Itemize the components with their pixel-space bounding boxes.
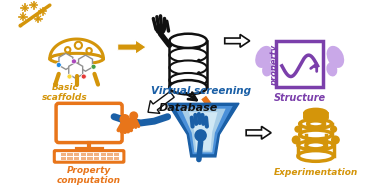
Polygon shape <box>79 55 93 71</box>
Ellipse shape <box>306 131 325 138</box>
FancyBboxPatch shape <box>60 157 66 160</box>
Polygon shape <box>118 40 146 54</box>
Ellipse shape <box>300 130 332 139</box>
FancyBboxPatch shape <box>67 153 73 156</box>
FancyBboxPatch shape <box>60 153 66 156</box>
Circle shape <box>91 64 96 69</box>
Ellipse shape <box>308 114 324 120</box>
Ellipse shape <box>304 112 327 121</box>
FancyBboxPatch shape <box>74 157 79 160</box>
FancyBboxPatch shape <box>87 157 93 160</box>
FancyBboxPatch shape <box>54 151 124 162</box>
Text: Virtual screening: Virtual screening <box>151 86 251 96</box>
FancyBboxPatch shape <box>101 153 106 156</box>
Polygon shape <box>167 103 239 157</box>
Polygon shape <box>148 92 174 113</box>
FancyBboxPatch shape <box>107 153 113 156</box>
Polygon shape <box>246 126 271 139</box>
Ellipse shape <box>169 48 207 62</box>
Circle shape <box>65 47 70 52</box>
Circle shape <box>87 48 92 53</box>
Text: Structure: Structure <box>274 93 326 103</box>
Polygon shape <box>181 109 226 152</box>
Ellipse shape <box>50 53 103 64</box>
FancyBboxPatch shape <box>114 157 119 160</box>
Ellipse shape <box>298 141 334 150</box>
Circle shape <box>197 59 201 62</box>
Polygon shape <box>200 95 218 115</box>
Circle shape <box>81 74 86 79</box>
Text: Experimentation: Experimentation <box>274 169 358 177</box>
Polygon shape <box>69 62 83 78</box>
Polygon shape <box>50 39 103 59</box>
FancyBboxPatch shape <box>94 153 99 156</box>
Circle shape <box>197 46 201 50</box>
Circle shape <box>18 23 23 28</box>
FancyBboxPatch shape <box>74 153 79 156</box>
Ellipse shape <box>169 34 207 48</box>
Ellipse shape <box>304 109 327 118</box>
Circle shape <box>75 42 82 49</box>
FancyBboxPatch shape <box>169 41 207 87</box>
FancyBboxPatch shape <box>56 103 122 143</box>
Circle shape <box>194 129 207 142</box>
Ellipse shape <box>169 60 207 75</box>
FancyBboxPatch shape <box>81 157 86 160</box>
FancyBboxPatch shape <box>107 157 113 160</box>
Polygon shape <box>189 112 218 151</box>
Ellipse shape <box>262 62 273 76</box>
Ellipse shape <box>327 46 344 68</box>
FancyBboxPatch shape <box>276 41 323 87</box>
Ellipse shape <box>308 121 324 127</box>
Ellipse shape <box>326 62 337 76</box>
Ellipse shape <box>306 142 325 149</box>
Circle shape <box>292 135 301 144</box>
Text: property: property <box>270 45 279 86</box>
FancyBboxPatch shape <box>114 153 119 156</box>
Circle shape <box>119 114 130 125</box>
Polygon shape <box>225 34 250 47</box>
FancyBboxPatch shape <box>87 153 93 156</box>
Circle shape <box>294 126 302 133</box>
Circle shape <box>155 24 166 35</box>
Text: Database: Database <box>158 103 218 113</box>
Circle shape <box>129 111 138 120</box>
Polygon shape <box>59 53 73 69</box>
Circle shape <box>71 59 76 64</box>
Circle shape <box>56 62 61 68</box>
Text: Property
computation: Property computation <box>57 166 121 185</box>
Ellipse shape <box>169 73 207 87</box>
Ellipse shape <box>298 151 334 161</box>
Polygon shape <box>174 106 233 154</box>
Ellipse shape <box>169 80 207 94</box>
FancyBboxPatch shape <box>101 157 106 160</box>
FancyBboxPatch shape <box>94 157 99 160</box>
Circle shape <box>330 126 337 133</box>
Circle shape <box>67 74 72 79</box>
Text: Basic
scaffolds: Basic scaffolds <box>42 83 88 102</box>
FancyBboxPatch shape <box>81 153 86 156</box>
FancyBboxPatch shape <box>67 157 73 160</box>
Ellipse shape <box>255 46 273 68</box>
Circle shape <box>197 71 201 75</box>
Ellipse shape <box>300 119 332 128</box>
Circle shape <box>331 135 340 144</box>
